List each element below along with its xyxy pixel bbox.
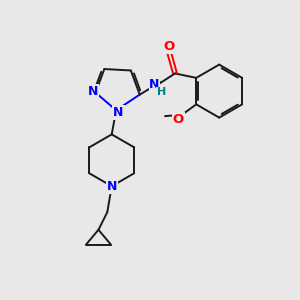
Text: N: N — [88, 85, 98, 98]
Text: H: H — [157, 87, 166, 97]
Text: N: N — [149, 78, 160, 91]
Text: N: N — [113, 106, 124, 119]
Text: O: O — [173, 113, 184, 127]
Text: N: N — [106, 180, 117, 193]
Text: O: O — [163, 40, 174, 52]
